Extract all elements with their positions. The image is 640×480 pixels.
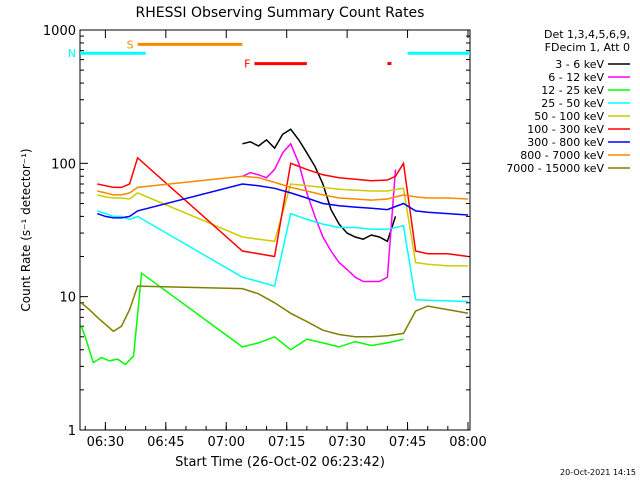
- x-tick-label: 07:15: [268, 435, 305, 450]
- series-line: [80, 271, 404, 366]
- series-line: [97, 175, 469, 201]
- x-axis-label: Start Time (26-Oct-02 06:23:42): [175, 455, 385, 470]
- plot-area: 1 10 100 1000 06:30 06:45 07:00 07:15 07:30 07:45…: [43, 24, 487, 450]
- x-tick-label: 07:00: [208, 435, 245, 450]
- legend-header-line-2: FDecim 1, Att 0: [545, 41, 630, 54]
- legend-label: 100 - 300 keV: [527, 123, 604, 136]
- series-line: [242, 128, 397, 243]
- axes-frame: [79, 29, 471, 431]
- legend-header-line-1: Det 1,3,4,5,6,9,: [544, 28, 630, 41]
- series-line: [242, 142, 397, 283]
- flag-label: N: [68, 47, 76, 60]
- footer-timestamp: 20-Oct-2021 14:15: [560, 468, 636, 477]
- legend-label: 12 - 25 keV: [541, 84, 604, 97]
- legend-label: 300 - 800 keV: [527, 136, 604, 149]
- flag-label: F: [244, 58, 250, 71]
- x-tick-label: 06:45: [147, 435, 184, 450]
- legend-label: 25 - 50 keV: [541, 97, 604, 110]
- y-tick-label: 100: [51, 157, 76, 172]
- x-tick-label: 07:45: [389, 435, 426, 450]
- legend-label: 6 - 12 keV: [548, 71, 604, 84]
- legend-label: 50 - 100 keV: [534, 110, 604, 123]
- y-tick-label: 10: [59, 291, 76, 306]
- series-line: [80, 285, 469, 338]
- chart-title: RHESSI Observing Summary Count Rates: [136, 5, 425, 21]
- x-tick-label: 06:30: [87, 435, 124, 450]
- series-line: [97, 183, 469, 219]
- x-tick-label: 08:00: [449, 435, 486, 450]
- y-axis-label-text: Count Rate (s⁻¹ detector⁻¹): [19, 148, 33, 311]
- y-tick-label: 1000: [43, 24, 76, 39]
- series-line: [97, 183, 468, 267]
- legend-label: 7000 - 15000 keV: [506, 162, 604, 175]
- legend-label: 3 - 6 keV: [555, 58, 604, 71]
- flag-label: S: [127, 38, 134, 51]
- legend-label: 800 - 7000 keV: [520, 149, 604, 162]
- y-axis-label: Count Rate (s⁻¹ detector⁻¹): [19, 148, 33, 311]
- y-tick-label: 1: [68, 424, 76, 439]
- x-tick-label: 07:30: [328, 435, 365, 450]
